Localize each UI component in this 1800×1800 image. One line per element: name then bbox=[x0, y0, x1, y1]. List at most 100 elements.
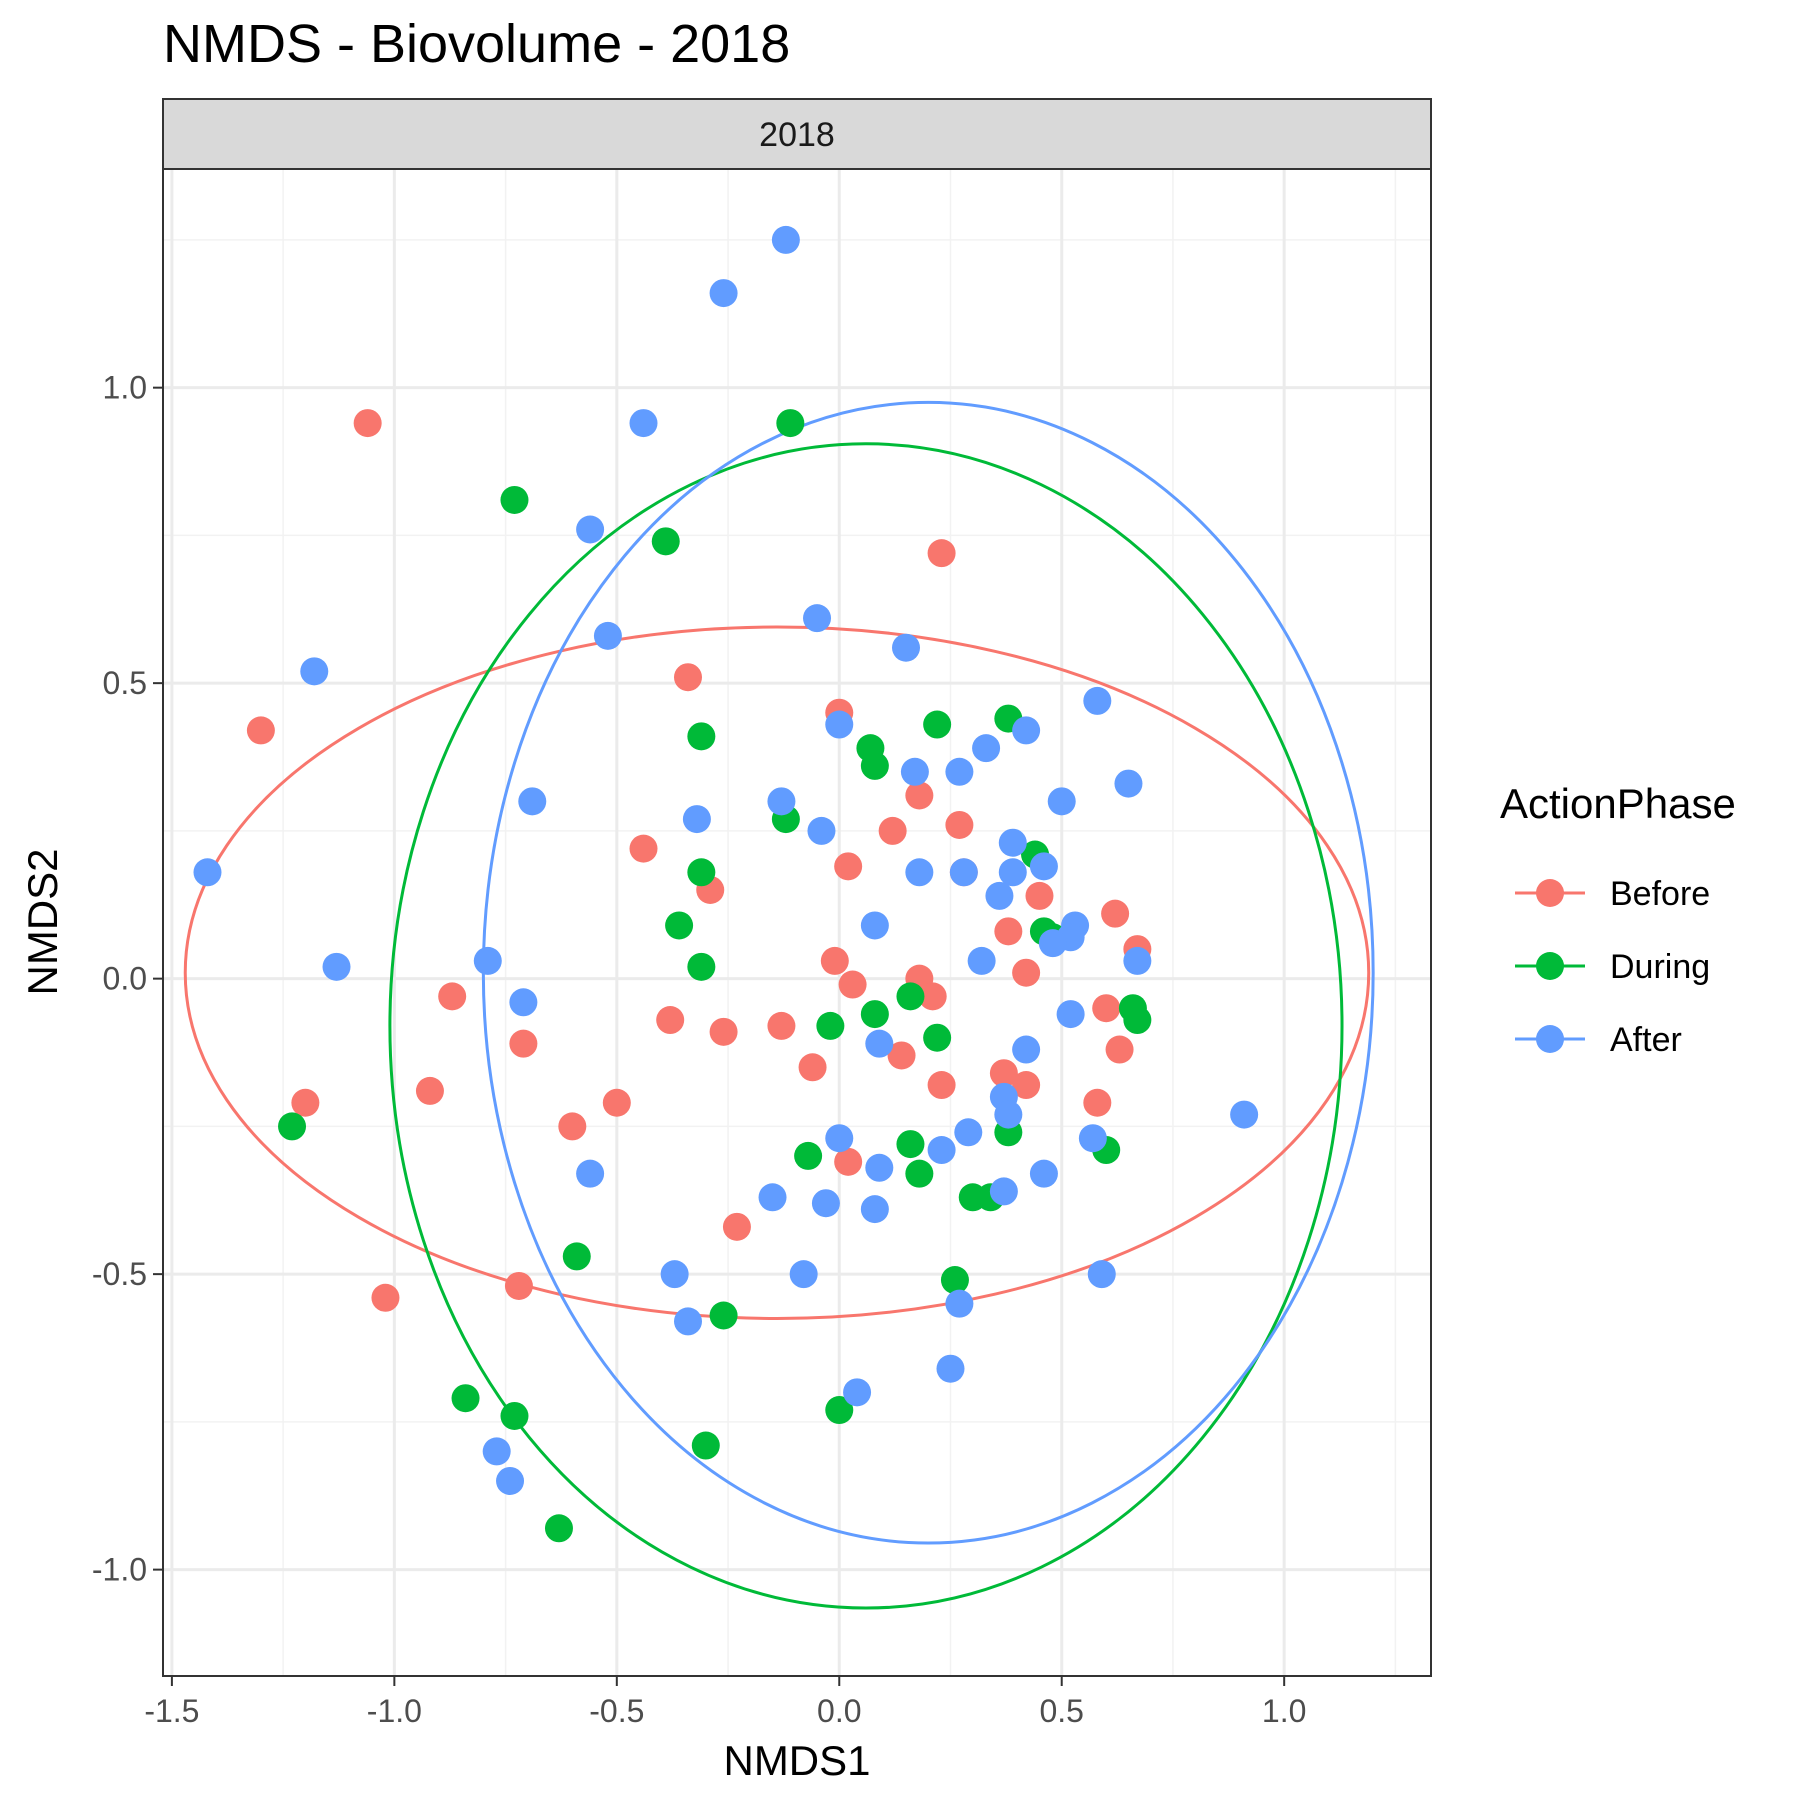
point-before bbox=[798, 1053, 827, 1082]
point-during bbox=[500, 1401, 529, 1430]
point-after bbox=[949, 858, 978, 887]
point-after bbox=[998, 858, 1027, 887]
point-after bbox=[1012, 716, 1041, 745]
x-axis-title: NMDS1 bbox=[723, 1737, 870, 1784]
x-tick-label: 0.5 bbox=[1039, 1693, 1083, 1729]
point-during bbox=[562, 1242, 591, 1271]
point-before bbox=[558, 1112, 587, 1141]
point-before bbox=[415, 1076, 444, 1105]
point-after bbox=[998, 828, 1027, 857]
x-tick-label: -1.5 bbox=[144, 1693, 199, 1729]
legend-key-point bbox=[1536, 879, 1564, 907]
legend-item-during: During bbox=[1515, 948, 1710, 986]
x-tick-label: 1.0 bbox=[1262, 1693, 1306, 1729]
point-after bbox=[709, 279, 738, 308]
point-after bbox=[518, 787, 547, 816]
point-after bbox=[593, 621, 622, 650]
point-during bbox=[278, 1112, 307, 1141]
point-after bbox=[1012, 1035, 1041, 1064]
point-after bbox=[1078, 1124, 1107, 1153]
point-before bbox=[1012, 1071, 1041, 1100]
point-after bbox=[803, 604, 832, 633]
point-after bbox=[300, 657, 329, 686]
point-during bbox=[923, 710, 952, 739]
point-after bbox=[927, 1136, 956, 1165]
point-before bbox=[905, 781, 934, 810]
legend: ActionPhase Before During After bbox=[1500, 780, 1736, 1059]
point-during bbox=[825, 1396, 854, 1425]
point-before bbox=[1012, 958, 1041, 987]
y-axis-ticks: -1.0 -0.5 0.0 0.5 1.0 bbox=[92, 370, 163, 1588]
point-before bbox=[767, 1011, 796, 1040]
point-after bbox=[994, 1100, 1023, 1129]
chart-title: NMDS - Biovolume - 2018 bbox=[163, 14, 790, 74]
point-after bbox=[936, 1354, 965, 1383]
point-after bbox=[322, 952, 351, 981]
x-tick-label: -1.0 bbox=[367, 1693, 422, 1729]
legend-title: ActionPhase bbox=[1500, 780, 1736, 827]
point-after bbox=[807, 816, 836, 845]
point-during bbox=[905, 1159, 934, 1188]
point-after bbox=[673, 1307, 702, 1336]
point-before bbox=[291, 1088, 320, 1117]
point-during bbox=[651, 527, 680, 556]
point-before bbox=[602, 1088, 631, 1117]
point-during bbox=[860, 751, 889, 780]
point-during bbox=[816, 1011, 845, 1040]
point-before bbox=[820, 946, 849, 975]
point-after bbox=[1038, 929, 1067, 958]
ellipse-during bbox=[388, 442, 1344, 1610]
point-during bbox=[687, 952, 716, 981]
point-after bbox=[865, 1029, 894, 1058]
point-during bbox=[687, 858, 716, 887]
point-before bbox=[656, 1006, 685, 1035]
point-after bbox=[843, 1378, 872, 1407]
point-during bbox=[500, 485, 529, 514]
point-after bbox=[892, 633, 921, 662]
point-before bbox=[878, 816, 907, 845]
legend-label: After bbox=[1610, 1021, 1682, 1059]
legend-key-point bbox=[1536, 1025, 1564, 1053]
point-before bbox=[673, 663, 702, 692]
point-before bbox=[989, 1059, 1018, 1088]
y-tick-label: -1.0 bbox=[92, 1552, 147, 1588]
point-after bbox=[629, 409, 658, 438]
point-during bbox=[687, 722, 716, 751]
point-after bbox=[985, 881, 1014, 910]
x-tick-label: -0.5 bbox=[589, 1693, 644, 1729]
point-after bbox=[811, 1189, 840, 1218]
y-tick-label: 0.0 bbox=[103, 961, 147, 997]
point-after bbox=[860, 911, 889, 940]
point-after bbox=[900, 757, 929, 786]
point-before bbox=[438, 982, 467, 1011]
y-tick-label: 0.5 bbox=[103, 665, 147, 701]
point-before bbox=[834, 852, 863, 881]
point-after bbox=[1047, 787, 1076, 816]
point-before bbox=[887, 1041, 916, 1070]
point-before bbox=[1105, 1035, 1134, 1064]
point-before bbox=[722, 1212, 751, 1241]
point-after bbox=[945, 1289, 974, 1318]
point-after bbox=[473, 946, 502, 975]
point-during bbox=[709, 1301, 738, 1330]
facet-strip bbox=[162, 98, 1432, 170]
point-during bbox=[896, 982, 925, 1011]
point-before bbox=[834, 1147, 863, 1176]
point-before bbox=[246, 716, 275, 745]
point-before bbox=[509, 1029, 538, 1058]
x-axis-ticks: -1.5 -1.0 -0.5 0.0 0.5 1.0 bbox=[144, 1676, 1306, 1729]
point-after bbox=[825, 710, 854, 739]
point-before bbox=[353, 409, 382, 438]
point-after bbox=[905, 858, 934, 887]
y-axis-title: NMDS2 bbox=[19, 848, 66, 995]
point-during bbox=[776, 409, 805, 438]
point-before bbox=[994, 917, 1023, 946]
facet-strip-label: 2018 bbox=[759, 116, 835, 154]
point-before bbox=[927, 539, 956, 568]
point-before bbox=[918, 982, 947, 1011]
point-before bbox=[629, 834, 658, 863]
point-after bbox=[972, 734, 1001, 763]
point-during bbox=[691, 1431, 720, 1460]
point-during bbox=[665, 911, 694, 940]
